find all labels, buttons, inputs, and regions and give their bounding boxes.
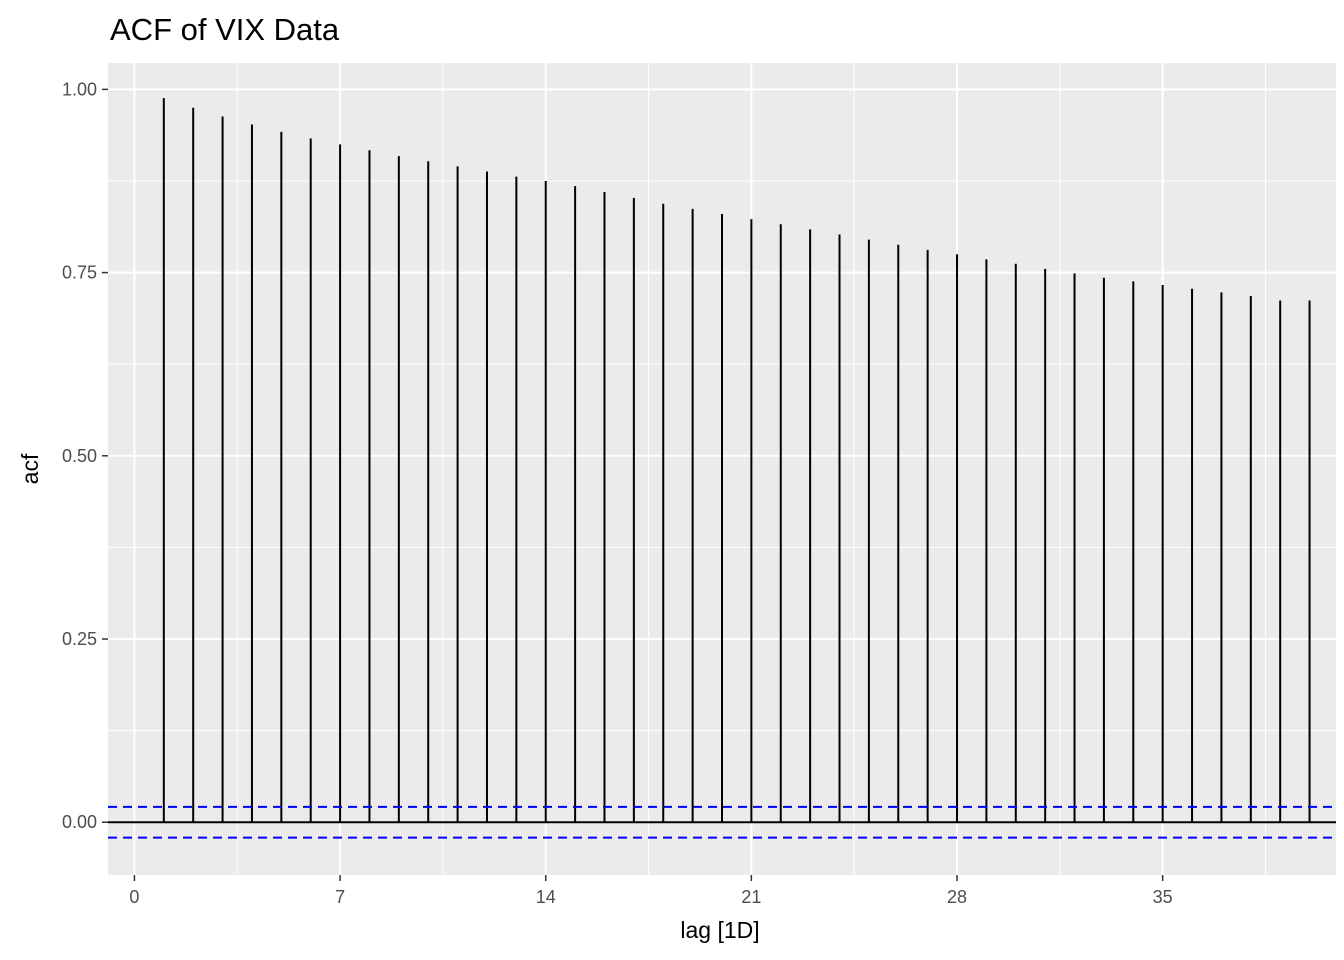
- confidence-bounds: [108, 805, 1336, 839]
- y-tick-label: 1.00: [62, 79, 97, 99]
- x-tick-label: 28: [947, 887, 967, 907]
- x-tick-label: 14: [536, 887, 556, 907]
- y-axis-title: acf: [17, 453, 43, 484]
- chart-title: ACF of VIX Data: [110, 12, 340, 47]
- y-tick-label: 0.50: [62, 446, 97, 466]
- x-tick-label: 0: [129, 887, 139, 907]
- y-tick-label: 0.25: [62, 629, 97, 649]
- x-tick-label: 7: [335, 887, 345, 907]
- y-tick-label: 0.75: [62, 263, 97, 283]
- x-axis-title: lag [1D]: [680, 917, 759, 943]
- acf-bars: [108, 98, 1336, 824]
- y-tick-label: 0.00: [62, 812, 97, 832]
- x-tick-label: 35: [1153, 887, 1173, 907]
- axes: 0 7 14 21 28 35 0.00 0.25 0.50 0.75 1.00: [62, 79, 1173, 907]
- x-tick-label: 21: [741, 887, 761, 907]
